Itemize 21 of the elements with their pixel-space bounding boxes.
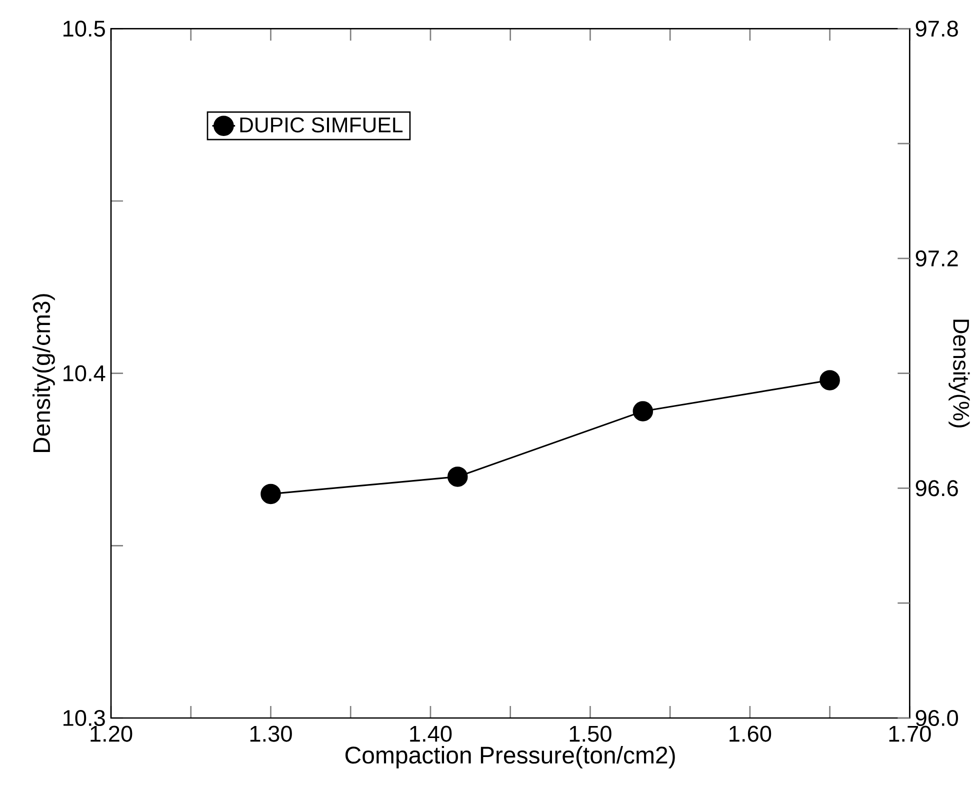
y2-tick-label: 96.6 (916, 480, 958, 496)
point (260, 484, 281, 504)
y2-axis-title: Density(%) (948, 320, 970, 428)
y2-tick-label: 96.0 (916, 710, 958, 726)
point (447, 466, 468, 487)
x-tick-label: 1.60 (730, 726, 772, 742)
x-tick-label: 1.40 (410, 726, 452, 742)
y-tick-label: 10.3 (64, 710, 105, 726)
y-tick-label: 10.4 (64, 365, 106, 382)
y-tick-label: 10.5 (64, 20, 105, 37)
x-tick-label: 1.70 (889, 726, 931, 742)
x-tick-label: 1.50 (570, 726, 612, 742)
y2-tick-label: 97.8 (916, 20, 958, 37)
y2-tick-label: 97.2 (916, 250, 958, 266)
legend-label: DUPIC SIMFUEL (240, 117, 403, 132)
x-tick-label: 1.20 (90, 726, 132, 742)
y-axis-title: Density(g/cm3) (32, 294, 55, 452)
x-tick-label: 1.30 (250, 726, 292, 742)
point (632, 401, 654, 422)
x-axis-title: Compaction Pressure(ton/cm2) (345, 746, 675, 768)
point (820, 370, 840, 390)
